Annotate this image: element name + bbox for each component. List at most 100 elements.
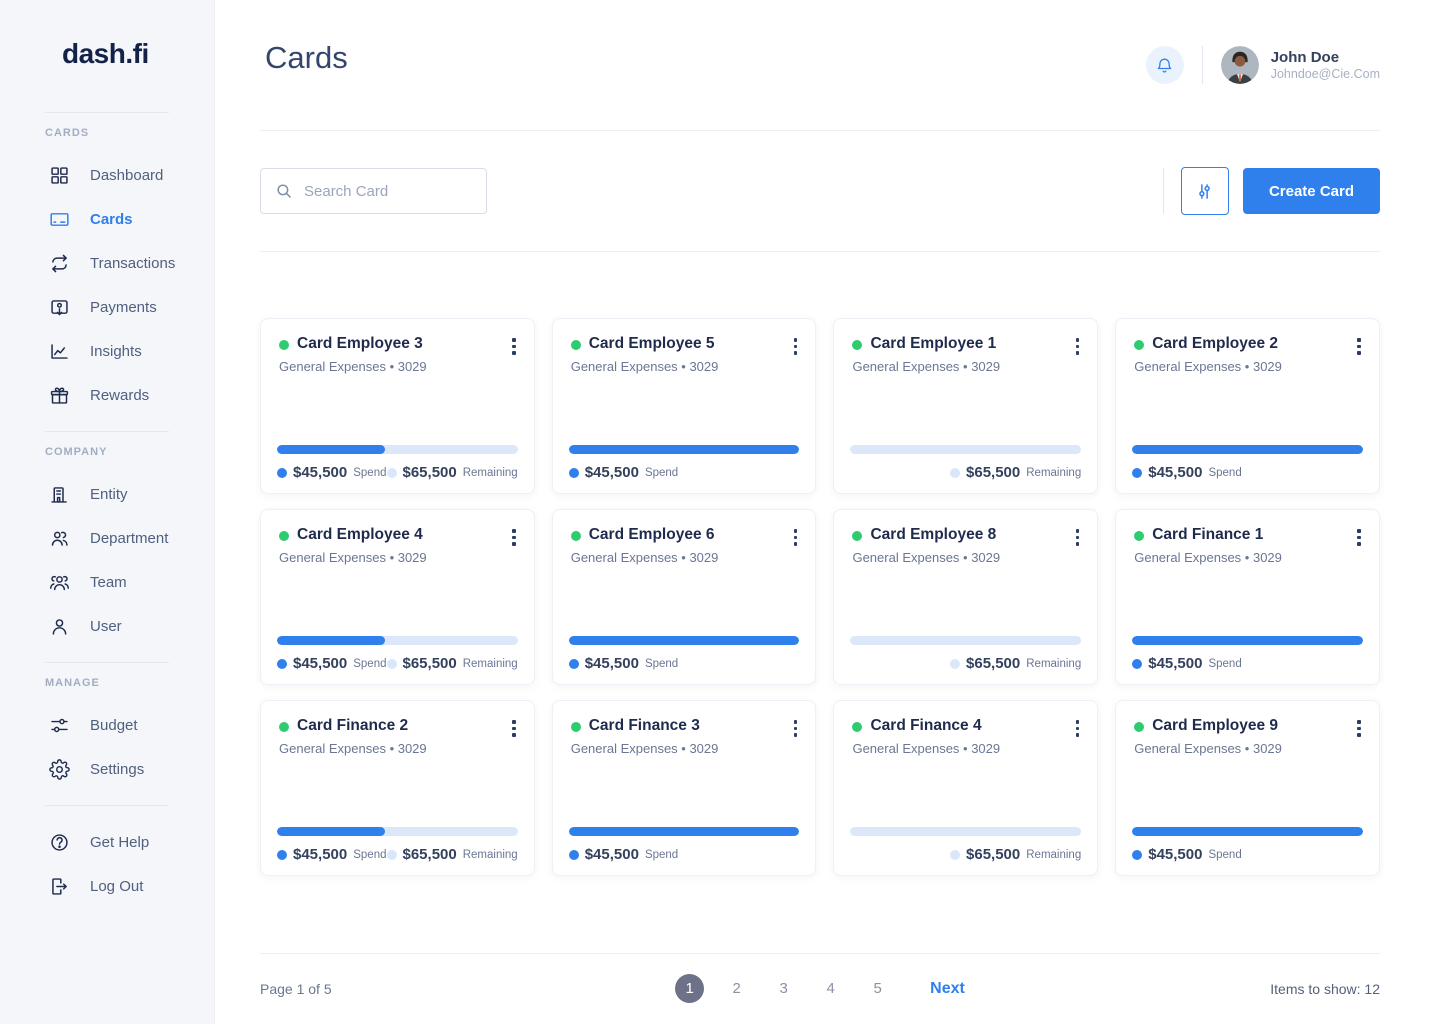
sidebar-item-user[interactable]: User bbox=[0, 604, 214, 648]
card-tile[interactable]: Card Employee 8 General Expenses • 3029 … bbox=[833, 509, 1099, 685]
card-name: Card Employee 6 bbox=[588, 526, 715, 543]
user-menu[interactable]: John Doe Johndoe@Cie.Com bbox=[1220, 46, 1380, 84]
page-button-3[interactable]: 3 bbox=[769, 974, 798, 1003]
user-email: Johndoe@Cie.Com bbox=[1270, 67, 1380, 82]
kebab-menu-icon[interactable] bbox=[1355, 335, 1363, 358]
sidebar-item-team[interactable]: Team bbox=[0, 560, 214, 604]
remaining-dot-icon bbox=[950, 658, 961, 669]
card-tile[interactable]: Card Finance 3 General Expenses • 3029 $… bbox=[551, 700, 817, 876]
spend-amount: $45,500 bbox=[584, 464, 639, 481]
spend-label: Spend bbox=[353, 466, 387, 479]
sidebar-item-rewards[interactable]: Rewards bbox=[0, 373, 214, 417]
card-subtitle: General Expenses • 3029 bbox=[279, 741, 427, 756]
card-tile[interactable]: Card Employee 4 General Expenses • 3029 … bbox=[260, 509, 535, 685]
card-icon bbox=[48, 208, 70, 230]
card-subtitle: General Expenses • 3029 bbox=[852, 741, 1001, 756]
sidebar-item-label: Insights bbox=[90, 342, 142, 360]
card-footer: $45,500 Spend bbox=[568, 846, 800, 863]
card-footer: $45,500 Spend $65,500 Remaining bbox=[277, 464, 518, 481]
kebab-menu-icon[interactable] bbox=[792, 717, 800, 740]
card-tile[interactable]: Card Finance 1 General Expenses • 3029 $… bbox=[1115, 509, 1380, 685]
card-subtitle: General Expenses • 3029 bbox=[570, 550, 719, 565]
kebab-menu-icon[interactable] bbox=[510, 717, 518, 740]
card-footer: $45,500 Spend bbox=[568, 655, 800, 672]
remaining-legend: $65,500 Remaining bbox=[950, 464, 1081, 481]
cards-grid: Card Employee 3 General Expenses • 3029 … bbox=[215, 318, 1440, 876]
sidebar-item-label: Entity bbox=[90, 485, 128, 503]
spend-dot-icon bbox=[568, 849, 579, 860]
progress-bar bbox=[277, 636, 518, 645]
page-button-5[interactable]: 5 bbox=[863, 974, 892, 1003]
card-tile[interactable]: Card Employee 3 General Expenses • 3029 … bbox=[260, 318, 535, 494]
remaining-label: Remaining bbox=[462, 848, 518, 861]
next-page-link[interactable]: Next bbox=[930, 979, 965, 997]
search-input[interactable] bbox=[304, 182, 503, 200]
kebab-menu-icon[interactable] bbox=[1074, 526, 1082, 549]
card-status-dot bbox=[570, 722, 581, 732]
spend-label: Spend bbox=[644, 466, 679, 479]
spend-dot-icon bbox=[1132, 467, 1143, 478]
card-header: Card Finance 3 General Expenses • 3029 bbox=[569, 717, 800, 756]
card-tile[interactable]: Card Finance 2 General Expenses • 3029 $… bbox=[260, 700, 535, 876]
kebab-menu-icon[interactable] bbox=[510, 335, 518, 358]
sidebar-item-log-out[interactable]: Log Out bbox=[0, 864, 214, 908]
sidebar-item-payments[interactable]: Payments bbox=[0, 285, 214, 329]
card-tile[interactable]: Card Employee 9 General Expenses • 3029 … bbox=[1115, 700, 1380, 876]
header-divider bbox=[1201, 46, 1203, 84]
search-box[interactable] bbox=[260, 168, 503, 214]
payments-icon bbox=[48, 296, 70, 318]
spend-legend: $45,500 Spend bbox=[568, 846, 678, 863]
spend-dot-icon bbox=[568, 467, 579, 478]
card-tile[interactable]: Card Employee 2 General Expenses • 3029 … bbox=[1115, 318, 1380, 494]
card-tile[interactable]: Card Employee 5 General Expenses • 3029 … bbox=[551, 318, 817, 494]
page-button-2[interactable]: 2 bbox=[722, 974, 751, 1003]
kebab-menu-icon[interactable] bbox=[510, 526, 518, 549]
kebab-menu-icon[interactable] bbox=[792, 526, 800, 549]
kebab-menu-icon[interactable] bbox=[1074, 717, 1082, 740]
sidebar-item-settings[interactable]: Settings bbox=[0, 747, 214, 791]
sidebar-item-get-help[interactable]: Get Help bbox=[0, 820, 214, 864]
card-name: Card Employee 5 bbox=[588, 335, 715, 352]
kebab-menu-icon[interactable] bbox=[792, 335, 800, 358]
card-status-dot bbox=[279, 722, 289, 732]
kebab-menu-icon[interactable] bbox=[1355, 526, 1363, 549]
card-tile[interactable]: Card Employee 6 General Expenses • 3029 … bbox=[551, 509, 817, 685]
filter-button[interactable] bbox=[1180, 167, 1229, 215]
card-tile[interactable]: Card Employee 1 General Expenses • 3029 … bbox=[833, 318, 1099, 494]
card-footer: $65,500 Remaining bbox=[850, 464, 1081, 481]
progress-bar bbox=[568, 827, 800, 836]
progress-fill bbox=[568, 636, 800, 645]
sidebar-item-label: Team bbox=[90, 573, 127, 591]
card-footer: $45,500 Spend $65,500 Remaining bbox=[277, 846, 518, 863]
kebab-menu-icon[interactable] bbox=[1355, 717, 1363, 740]
sidebar-item-label: Rewards bbox=[90, 386, 150, 404]
sidebar-item-entity[interactable]: Entity bbox=[0, 472, 214, 516]
card-titles: Card Employee 2 General Expenses • 3029 bbox=[1134, 335, 1355, 374]
create-card-button[interactable]: Create Card bbox=[1242, 168, 1380, 214]
spend-amount: $45,500 bbox=[1148, 464, 1203, 481]
card-tile[interactable]: Card Finance 4 General Expenses • 3029 $… bbox=[833, 700, 1099, 876]
sidebar-item-transactions[interactable]: Transactions bbox=[0, 241, 214, 285]
sidebar-item-department[interactable]: Department bbox=[0, 516, 214, 560]
toolbar: Create Card bbox=[215, 130, 1440, 252]
sidebar-item-budget[interactable]: Budget bbox=[0, 703, 214, 747]
card-subtitle: General Expenses • 3029 bbox=[279, 550, 427, 565]
notifications-button[interactable] bbox=[1145, 46, 1184, 84]
page-button-4[interactable]: 4 bbox=[816, 974, 845, 1003]
sidebar-item-insights[interactable]: Insights bbox=[0, 329, 214, 373]
user-info: John Doe Johndoe@Cie.Com bbox=[1271, 49, 1380, 82]
sidebar-item-dashboard[interactable]: Dashboard bbox=[0, 153, 214, 197]
bell-icon bbox=[1155, 56, 1174, 75]
card-titles: Card Employee 4 General Expenses • 3029 bbox=[279, 526, 510, 565]
spend-amount: $45,500 bbox=[1148, 846, 1203, 863]
sidebar-section-label-manage: MANAGE bbox=[45, 677, 100, 689]
pagination: 1 2 3 4 5 Next bbox=[675, 974, 965, 1003]
kebab-menu-icon[interactable] bbox=[1074, 335, 1082, 358]
page-button-1[interactable]: 1 bbox=[675, 974, 705, 1003]
progress-bar bbox=[850, 636, 1082, 645]
remaining-label: Remaining bbox=[462, 466, 518, 479]
remaining-legend: $65,500 Remaining bbox=[950, 846, 1081, 863]
user-name: John Doe bbox=[1270, 48, 1340, 66]
sidebar-item-cards[interactable]: Cards bbox=[0, 197, 214, 241]
spend-dot-icon bbox=[277, 658, 287, 669]
